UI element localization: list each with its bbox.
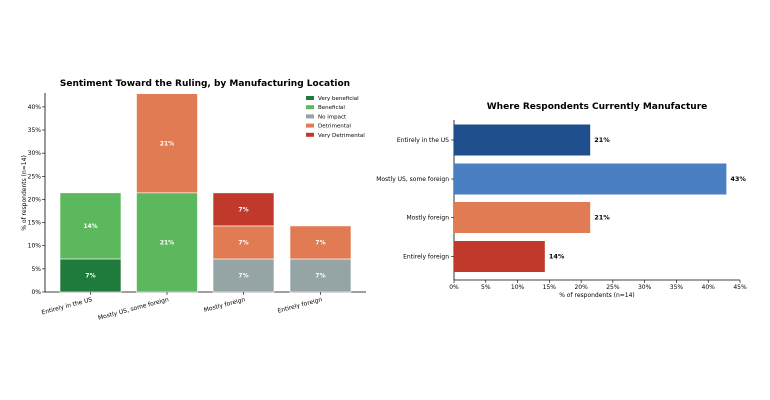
right-y-tick-label: Mostly foreign: [406, 215, 449, 222]
right-x-tick-label: 45%: [733, 284, 747, 291]
right-y-tick-label: Entirely in the US: [397, 137, 449, 144]
right-bar-value-label: 14%: [549, 253, 565, 261]
left-chart: Sentiment Toward the Ruling, by Manufact…: [21, 79, 366, 322]
left-plot-area: 0%5%10%15%20%25%30%35%40%7%14%Entirely i…: [28, 93, 366, 322]
left-bar-segment: [136, 93, 198, 194]
right-chart-title: Where Respondents Currently Manufacture: [487, 102, 708, 112]
right-x-tick-label: 30%: [638, 284, 652, 291]
legend-swatch: [306, 132, 314, 137]
legend-swatch: [306, 123, 314, 128]
right-plot-area: 0% 5% 10% 15% 20% 25% 30% 35% 40% 45% 21% Entirely …: [376, 120, 747, 291]
right-chart: Where Respondents Currently Manufacture …: [376, 102, 747, 299]
right-x-tick-label: 15%: [543, 284, 557, 291]
right-bar: [454, 163, 727, 195]
legend-label: Very beneficial: [318, 96, 359, 102]
left-bar-segment: [59, 192, 122, 260]
legend-swatch: [306, 114, 314, 119]
left-bar-value-label: 21%: [160, 240, 174, 247]
left-y-tick-label: 20%: [28, 196, 42, 203]
left-y-tick-label: 15%: [28, 220, 42, 227]
legend-label: No impact: [318, 114, 347, 120]
left-y-tick-label: 10%: [28, 243, 42, 250]
right-bar-value-label: 43%: [730, 175, 746, 183]
right-x-tick-label: 5%: [481, 284, 491, 291]
left-chart-title: Sentiment Toward the Ruling, by Manufact…: [60, 79, 350, 89]
right-y-tick-label: Mostly US, some foreign: [376, 176, 449, 183]
right-x-axis-label: % of respondents (n=14): [559, 292, 635, 299]
left-bar-value-label: 14%: [83, 223, 97, 230]
legend-swatch: [306, 105, 314, 110]
right-x-tick-label: 0%: [449, 284, 459, 291]
right-x-tick-label: 35%: [670, 284, 684, 291]
left-bar-segment: [289, 225, 352, 260]
legend-label: Very Detrimental: [318, 133, 365, 139]
right-bar-value-label: 21%: [594, 214, 610, 222]
left-bar-value-label: 7%: [315, 240, 325, 247]
left-y-tick-label: 5%: [31, 266, 41, 273]
right-y-tick-label: Entirely foreign: [403, 254, 449, 261]
left-bar-value-label: 7%: [238, 240, 248, 247]
left-y-tick-label: 25%: [28, 173, 42, 180]
right-x-tick-label: 40%: [702, 284, 716, 291]
left-bar-segment: [212, 225, 275, 260]
left-bar-segment: [289, 258, 352, 293]
right-bar-value-label: 21%: [594, 136, 610, 144]
legend-label: Beneficial: [318, 105, 345, 111]
left-y-axis-label: % of respondents (n=14): [21, 155, 28, 231]
right-bar: [454, 241, 545, 272]
right-bar: [454, 124, 591, 156]
left-bar-value-label: 7%: [315, 273, 325, 280]
left-y-tick-label: 35%: [28, 127, 42, 134]
left-bar-segment: [212, 192, 275, 227]
right-bar: [454, 202, 591, 233]
right-x-tick-label: 20%: [574, 284, 588, 291]
left-bar-segment: [136, 192, 198, 293]
left-bar-value-label: 21%: [160, 140, 174, 147]
left-y-tick-label: 0%: [31, 289, 41, 296]
left-bar-value-label: 7%: [238, 207, 248, 214]
right-x-tick-label: 10%: [511, 284, 525, 291]
left-y-tick-label: 40%: [28, 104, 42, 111]
left-bar-value-label: 7%: [238, 273, 248, 280]
right-x-tick-label: 25%: [606, 284, 620, 291]
left-y-tick-label: 30%: [28, 150, 42, 157]
legend-label: Detrimental: [318, 124, 351, 130]
legend-swatch: [306, 96, 314, 100]
left-bar-value-label: 7%: [85, 273, 95, 280]
